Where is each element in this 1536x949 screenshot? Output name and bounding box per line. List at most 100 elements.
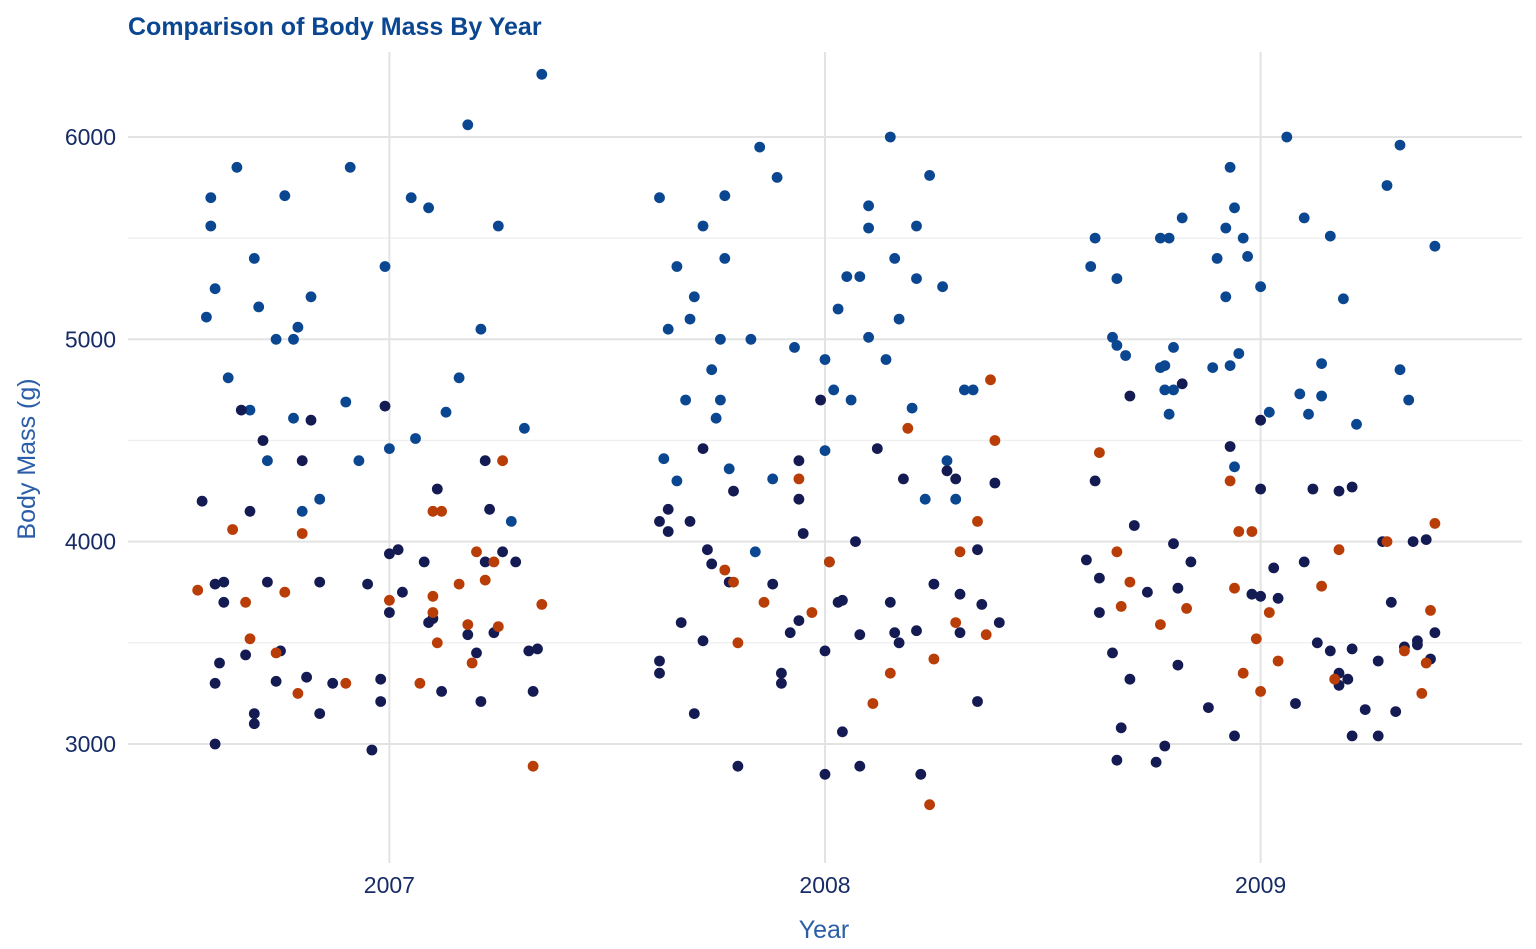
data-point [248,718,260,730]
data-point [484,503,495,515]
data-point [1324,230,1336,242]
data-point [196,495,208,507]
data-point [1159,384,1171,396]
data-point [1220,222,1232,234]
data-point [366,744,378,756]
data-point [244,633,256,645]
data-point [1255,590,1266,602]
data-point [1229,461,1240,473]
data-point [1246,588,1258,600]
data-point [680,394,691,406]
data-point [1124,390,1136,402]
data-point [806,607,818,618]
data-point [1150,756,1162,768]
data-point [218,596,230,608]
data-point [218,576,230,588]
data-point [1381,180,1393,191]
data-point [1390,706,1402,717]
x-tick-label: 2009 [1235,872,1286,898]
data-point [1159,740,1171,752]
data-point [288,333,299,345]
data-point [1220,291,1232,303]
data-point [937,281,948,293]
data-point [954,588,966,600]
data-point [1372,730,1384,742]
data-point [262,455,273,467]
data-point [431,483,443,495]
data-point [706,364,718,376]
data-point [314,576,326,588]
data-point [1399,645,1410,657]
data-point [510,556,522,568]
data-point [1172,659,1184,671]
data-point [715,333,726,345]
data-point [270,675,282,687]
data-point [344,161,356,173]
data-point [1168,538,1179,550]
data-point [784,627,796,639]
data-point [972,516,983,527]
data-point [989,477,1001,489]
data-point [375,696,387,707]
data-point [1416,688,1428,699]
data-point [1159,360,1171,371]
data-point [1303,408,1314,420]
data-point [767,578,779,590]
data-point [536,68,548,80]
data-point [466,657,478,669]
data-point [248,253,260,264]
data-point [684,516,696,527]
data-point [209,578,221,590]
data-point [523,645,535,657]
data-point [1089,475,1101,487]
data-point [1316,390,1327,402]
data-point [1185,556,1197,568]
data-point [828,384,840,396]
data-point [654,516,665,527]
data-point [505,516,517,527]
grid-lines [128,52,1522,863]
data-point [980,629,992,641]
data-point [301,671,312,683]
data-point [1224,475,1236,487]
data-point [1420,657,1432,669]
data-point [209,283,221,295]
data-point [519,422,530,434]
data-point [863,200,874,212]
data-point [880,354,892,365]
y-axis-title: Body Mass (g) [13,378,41,539]
data-point [1394,139,1406,151]
data-point [314,708,326,719]
data-point [1168,342,1179,353]
data-point [662,526,674,537]
data-point [832,303,844,315]
data-point [1250,633,1262,645]
data-point [797,528,809,539]
data-point [688,708,700,719]
data-point [475,323,487,335]
y-tick-label: 3000 [65,731,116,757]
data-point [1237,667,1249,679]
data-point [841,271,853,282]
data-point [1168,384,1179,396]
data-point [1263,607,1275,618]
data-point [898,473,909,485]
data-point [1124,673,1136,685]
data-point [697,635,709,647]
data-point [440,406,452,418]
data-point [209,738,221,750]
data-point [1346,481,1358,493]
data-point [911,220,922,232]
data-point [1176,212,1188,224]
data-point [1255,414,1266,426]
data-point [410,433,421,444]
data-point [1429,518,1441,529]
data-point [314,493,326,505]
data-point [279,190,291,202]
data-point [658,453,670,465]
data-point [362,578,373,590]
data-point [235,404,247,416]
data-point [1111,754,1123,766]
data-point [1425,605,1436,616]
data-point [662,503,674,515]
